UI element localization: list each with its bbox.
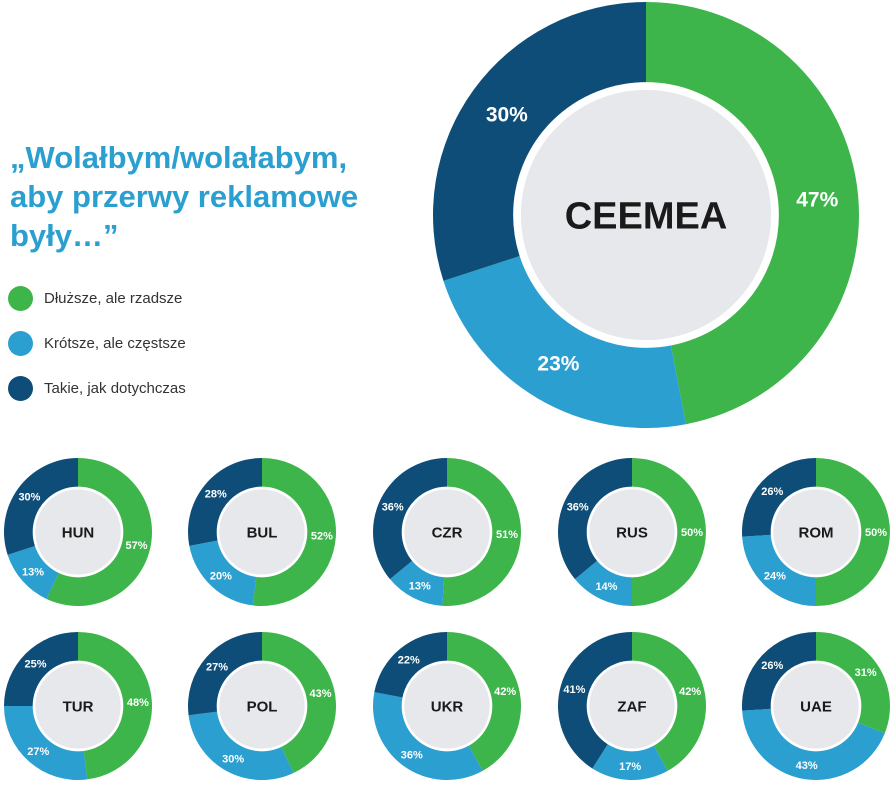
rom-value-label-as-now: 26% [761, 486, 783, 498]
zaf-center-label: ZAF [617, 698, 646, 715]
ceemea-value-label-longer-rarer: 47% [796, 188, 838, 211]
rom-value-label-shorter-frequent: 24% [764, 571, 786, 583]
legend-item-same: Takie, jak dotychczas [8, 376, 186, 401]
zaf-value-label-as-now: 41% [563, 684, 585, 696]
czr-value-label-shorter-frequent: 13% [409, 580, 431, 592]
legend-label: Takie, jak dotychczas [44, 380, 186, 397]
uae-value-label-longer-rarer: 31% [855, 667, 877, 679]
czr-center [401, 486, 493, 578]
legend-item-longer: Dłuższe, ale rzadsze [8, 286, 186, 311]
legend-label: Dłuższe, ale rzadsze [44, 290, 183, 307]
ceemea-value-label-as-now: 30% [486, 103, 528, 126]
rus-value-label-as-now: 36% [567, 501, 589, 513]
czr-donut: CZR 51% 13% 36% [373, 458, 521, 606]
rom-center [770, 486, 862, 578]
hun-donut: HUN 57% 13% 30% [3, 458, 152, 606]
ukr-value-label-longer-rarer: 42% [494, 686, 516, 698]
legend-label: Krótsze, ale częstsze [44, 335, 186, 352]
ukr-center [401, 660, 493, 752]
ceemea-center-label: CEEMEA [565, 196, 728, 238]
pol-donut: POL 43% 30% 27% [188, 632, 337, 780]
rus-value-label-longer-rarer: 50% [681, 527, 703, 539]
hun-value-label-shorter-frequent: 13% [22, 567, 44, 579]
czr-value-label-longer-rarer: 51% [496, 529, 518, 541]
rom-value-label-longer-rarer: 50% [865, 527, 887, 539]
rus-value-label-shorter-frequent: 14% [595, 581, 617, 593]
ukr-donut: UKR 42% 36% 22% [372, 632, 521, 780]
ceemea-value-label-shorter-frequent: 23% [537, 353, 579, 376]
ceemea-donut: CEEMEA 47% 23% 30% [432, 2, 860, 428]
pol-value-label-longer-rarer: 43% [310, 688, 332, 700]
rom-center-label: ROM [799, 524, 834, 541]
uae-value-label-shorter-frequent: 43% [796, 760, 818, 772]
zaf-value-label-shorter-frequent: 17% [619, 761, 641, 773]
czr-center-label: CZR [432, 524, 463, 541]
pol-value-label-shorter-frequent: 30% [222, 754, 244, 766]
hun-center-label: HUN [62, 524, 95, 541]
hun-center [32, 486, 124, 578]
ukr-value-label-as-now: 22% [398, 655, 420, 667]
legend-item-shorter: Krótsze, ale częstsze [8, 331, 186, 356]
pol-value-label-as-now: 27% [206, 661, 228, 673]
ukr-value-label-shorter-frequent: 36% [401, 750, 423, 762]
tur-donut: TUR 48% 27% 25% [4, 632, 153, 780]
tur-value-label-shorter-frequent: 27% [27, 746, 49, 758]
bul-donut: BUL 52% 20% 28% [187, 457, 337, 606]
tur-center-label: TUR [63, 698, 94, 715]
zaf-center [586, 660, 678, 752]
bul-value-label-longer-rarer: 52% [311, 531, 333, 543]
zaf-donut: ZAF 42% 17% 41% [558, 632, 706, 780]
bul-value-label-shorter-frequent: 20% [210, 571, 232, 583]
rus-donut: RUS 50% 14% 36% [558, 458, 706, 606]
tur-center [32, 660, 124, 752]
uae-center [770, 660, 862, 752]
legend-swatch-dark-blue [8, 376, 33, 401]
hun-value-label-as-now: 30% [18, 492, 40, 504]
uae-value-label-as-now: 26% [761, 660, 783, 672]
zaf-value-label-longer-rarer: 42% [679, 686, 701, 698]
legend-swatch-light-blue [8, 331, 33, 356]
pol-center [216, 660, 308, 752]
legend: Dłuższe, ale rzadsze Krótsze, ale częsts… [8, 286, 186, 421]
ceemea-center [513, 82, 779, 348]
bul-center-label: BUL [247, 524, 278, 541]
uae-center-label: UAE [800, 698, 832, 715]
ukr-center-label: UKR [431, 698, 464, 715]
tur-value-label-as-now: 25% [25, 659, 47, 671]
rus-center [586, 486, 678, 578]
rom-donut: ROM 50% 24% 26% [741, 458, 890, 607]
hun-value-label-longer-rarer: 57% [126, 540, 148, 552]
headline: „Wolałbym/wolałabym, aby przerwy reklamo… [10, 140, 359, 253]
czr-value-label-as-now: 36% [382, 501, 404, 513]
legend-swatch-green [8, 286, 33, 311]
bul-center [216, 486, 308, 578]
bul-value-label-as-now: 28% [205, 489, 227, 501]
rus-center-label: RUS [616, 524, 648, 541]
tur-value-label-longer-rarer: 48% [127, 697, 149, 709]
pol-center-label: POL [247, 698, 278, 715]
uae-donut: UAE 31% 43% 26% [742, 632, 891, 781]
